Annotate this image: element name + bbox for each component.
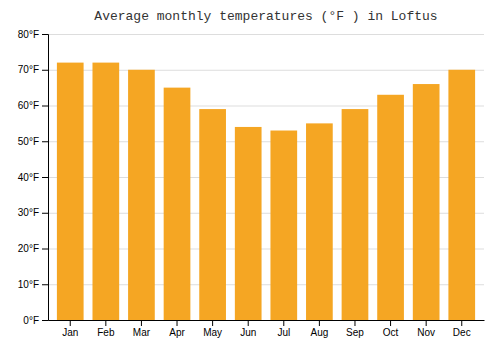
bar bbox=[128, 70, 155, 320]
x-tick-mark bbox=[390, 320, 391, 326]
x-tick-label: Feb bbox=[97, 327, 115, 338]
x-tick-label: Jan bbox=[62, 327, 78, 338]
x-tick-label: Nov bbox=[417, 327, 435, 338]
y-axis: 0°F 10°F 20°F 30°F 40°F 50°F 60°F 70°F 80°F bbox=[18, 29, 49, 326]
y-tick-label: 60°F bbox=[18, 100, 39, 111]
grid-line bbox=[48, 34, 484, 35]
x-tick-mark bbox=[105, 320, 106, 326]
x-tick-label: Sep bbox=[346, 327, 364, 338]
x-tick-mark bbox=[426, 320, 427, 326]
x-tick-mark bbox=[461, 320, 462, 326]
bar bbox=[342, 109, 369, 320]
y-tick-mark bbox=[42, 213, 48, 214]
y-tick-mark bbox=[42, 177, 48, 178]
x-tick-mark bbox=[248, 320, 249, 326]
x-tick: Feb bbox=[97, 320, 115, 338]
y-tick-mark bbox=[42, 249, 48, 250]
bar bbox=[92, 63, 119, 320]
bar bbox=[164, 88, 191, 320]
y-tick-label: 40°F bbox=[18, 172, 39, 183]
x-tick: Aug bbox=[310, 320, 328, 338]
x-tick: Dec bbox=[453, 320, 471, 338]
x-tick-label: Oct bbox=[383, 327, 399, 338]
bar bbox=[306, 123, 333, 320]
y-tick: 20°F bbox=[18, 243, 48, 254]
y-tick-mark bbox=[42, 106, 48, 107]
x-tick: Nov bbox=[417, 320, 435, 338]
bar bbox=[235, 127, 262, 320]
x-tick-mark bbox=[354, 320, 355, 326]
title: Average monthly temperatures (°F ) in Lo… bbox=[94, 9, 437, 24]
x-tick-label: Dec bbox=[453, 327, 471, 338]
x-tick-label: Jul bbox=[277, 327, 290, 338]
y-tick-mark bbox=[42, 284, 48, 285]
chart-svg: 0°F 10°F 20°F 30°F 40°F 50°F 60°F 70°F 80°F Jan Fe… bbox=[0, 0, 500, 350]
y-tick-label: 20°F bbox=[18, 243, 39, 254]
x-axis: Jan Feb Mar Apr May Jun Jul Aug Sep Oct Nov Dec bbox=[49, 320, 485, 338]
x-tick: Sep bbox=[346, 320, 364, 338]
y-tick: 40°F bbox=[18, 172, 48, 183]
y-tick: 30°F bbox=[18, 207, 48, 218]
bar bbox=[413, 84, 440, 320]
bar bbox=[448, 70, 475, 320]
x-tick-mark bbox=[70, 320, 71, 326]
x-tick-label: Aug bbox=[310, 327, 328, 338]
y-tick-label: 0°F bbox=[23, 315, 39, 326]
grid-tick bbox=[48, 34, 484, 35]
y-tick: 10°F bbox=[18, 279, 48, 290]
x-tick: Apr bbox=[169, 320, 185, 338]
grid bbox=[48, 35, 484, 321]
x-tick-label: Apr bbox=[169, 327, 185, 338]
y-tick-label: 70°F bbox=[18, 64, 39, 75]
bar bbox=[377, 95, 404, 320]
x-tick-mark bbox=[177, 320, 178, 326]
x-tick-mark bbox=[141, 320, 142, 326]
grid-tick bbox=[48, 320, 484, 321]
x-tick-mark bbox=[283, 320, 284, 326]
x-tick: Jan bbox=[62, 320, 78, 338]
chart-container: 0°F 10°F 20°F 30°F 40°F 50°F 60°F 70°F 80°F Jan Fe… bbox=[0, 0, 500, 350]
y-tick: 60°F bbox=[18, 100, 48, 111]
bars bbox=[57, 63, 475, 320]
axis-line bbox=[49, 320, 485, 321]
y-tick-mark bbox=[42, 70, 48, 71]
x-tick: Jul bbox=[277, 320, 290, 338]
axis-line bbox=[42, 35, 49, 321]
bar bbox=[199, 109, 226, 320]
y-tick-mark bbox=[42, 141, 48, 142]
y-tick: 50°F bbox=[18, 136, 48, 147]
x-tick-label: Mar bbox=[133, 327, 151, 338]
plot-area: 0°F 10°F 20°F 30°F 40°F 50°F 60°F 70°F 80°F Jan Fe… bbox=[18, 29, 485, 338]
y-tick-label: 30°F bbox=[18, 207, 39, 218]
x-tick-mark bbox=[319, 320, 320, 326]
x-tick: Jun bbox=[240, 320, 256, 338]
y-tick-label: 80°F bbox=[18, 29, 39, 40]
x-tick-label: May bbox=[203, 327, 222, 338]
y-tick: 70°F bbox=[18, 64, 48, 75]
x-tick: May bbox=[203, 320, 222, 338]
y-tick-label: 50°F bbox=[18, 136, 39, 147]
bar bbox=[57, 63, 84, 320]
y-tick-mark bbox=[42, 320, 48, 321]
x-tick: Oct bbox=[383, 320, 399, 338]
grid-line bbox=[48, 320, 484, 321]
y-tick: 0°F bbox=[23, 315, 48, 326]
x-tick: Mar bbox=[133, 320, 151, 338]
bar bbox=[270, 131, 297, 320]
y-tick: 80°F bbox=[18, 29, 48, 40]
y-tick-label: 10°F bbox=[18, 279, 39, 290]
x-tick-label: Jun bbox=[240, 327, 256, 338]
x-tick-mark bbox=[212, 320, 213, 326]
y-tick-mark bbox=[42, 34, 48, 35]
